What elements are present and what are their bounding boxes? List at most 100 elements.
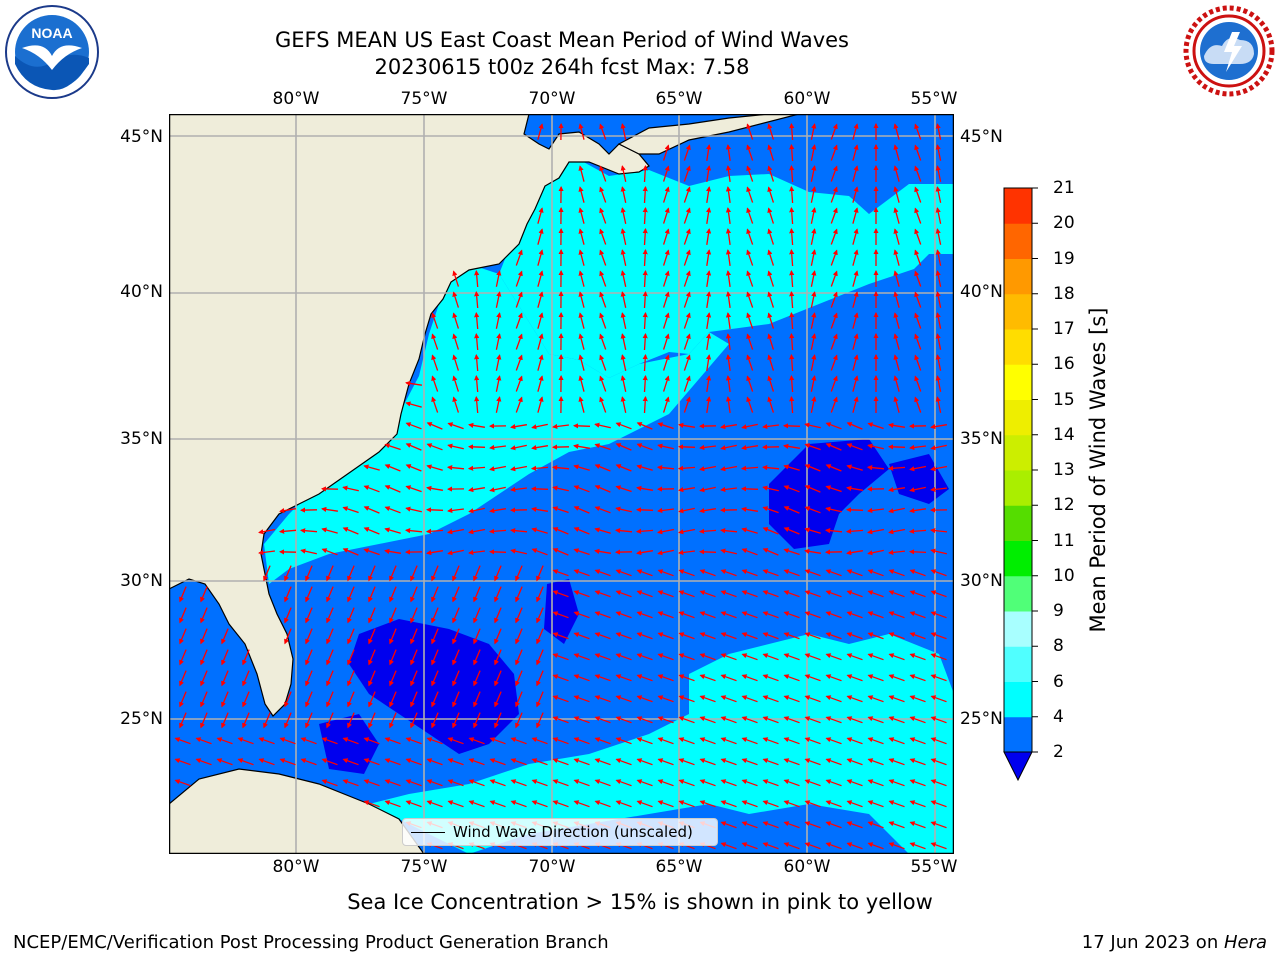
wind-wave-arrow — [657, 800, 674, 808]
wind-wave-arrow — [762, 653, 779, 661]
wind-wave-arrow — [706, 270, 712, 287]
wind-wave-arrow — [615, 569, 632, 577]
wind-wave-arrow — [893, 165, 900, 182]
lon-label-top-70w: 70°W — [528, 89, 576, 109]
wind-wave-arrow — [578, 354, 585, 371]
wind-wave-arrow — [578, 165, 585, 182]
wind-wave-arrow — [888, 716, 905, 724]
lon-label-top-75w: 75°W — [400, 89, 448, 109]
wind-wave-arrow — [495, 354, 502, 371]
colorbar-tick-label: 13 — [1053, 460, 1075, 480]
wind-wave-arrow — [935, 312, 942, 329]
wind-wave-arrow — [599, 207, 607, 224]
wind-wave-arrow — [300, 737, 317, 745]
wind-wave-arrow — [683, 333, 691, 350]
colorbar-segment — [1004, 223, 1032, 259]
wind-wave-arrow — [473, 565, 481, 582]
wind-wave-arrow — [573, 716, 590, 724]
wind-wave-arrow — [867, 674, 884, 682]
wind-wave-arrow — [494, 586, 502, 603]
wind-wave-arrow — [782, 423, 801, 429]
wind-wave-arrow — [410, 649, 418, 666]
wind-wave-arrow — [741, 716, 758, 724]
wind-wave-arrow — [846, 485, 864, 491]
wind-wave-arrow — [237, 758, 254, 766]
wind-wave-arrow — [237, 737, 254, 745]
wind-wave-arrow — [531, 800, 548, 808]
wind-wave-arrow — [620, 375, 627, 392]
wind-wave-arrow — [552, 779, 569, 787]
lon-label-top-80w: 80°W — [272, 89, 320, 109]
wind-wave-arrow — [725, 165, 732, 182]
wind-wave-arrow — [746, 291, 754, 308]
wind-wave-arrow — [935, 354, 942, 371]
wind-wave-arrow — [447, 549, 464, 556]
wind-wave-arrow — [537, 291, 544, 308]
lat-label-right-35n: 35°N — [960, 429, 1003, 449]
wind-wave-arrow — [767, 375, 775, 392]
wind-wave-arrow — [384, 485, 401, 493]
wind-wave-arrow — [615, 758, 632, 766]
lon-label-top-55w: 55°W — [910, 89, 958, 109]
wind-wave-arrow — [473, 649, 481, 666]
wind-wave-arrow — [531, 506, 549, 512]
wind-wave-arrow — [683, 249, 691, 266]
wind-wave-arrow — [636, 422, 653, 430]
wind-wave-arrow — [573, 674, 590, 682]
wind-wave-arrow — [888, 549, 905, 556]
wind-wave-arrow — [845, 507, 864, 513]
wind-wave-arrow — [384, 464, 401, 472]
wind-wave-arrow — [594, 737, 611, 745]
wind-wave-arrow — [657, 590, 674, 598]
wind-wave-arrow — [846, 590, 863, 598]
wind-wave-arrow — [531, 758, 548, 766]
wind-wave-arrow — [389, 670, 397, 687]
wind-wave-arrow — [804, 779, 821, 787]
wind-wave-arrow — [657, 695, 674, 703]
wind-wave-arrow — [657, 674, 674, 682]
colorbar-canvas — [1003, 187, 1038, 782]
wind-wave-arrow — [515, 291, 523, 308]
wind-wave-arrow — [410, 586, 418, 603]
wind-wave-arrow — [804, 485, 821, 493]
wind-wave-arrow — [578, 333, 585, 350]
wind-wave-arrow — [657, 569, 674, 577]
wind-wave-arrow — [888, 632, 905, 640]
wind-wave-arrow — [510, 779, 527, 787]
wind-wave-arrow — [552, 758, 569, 766]
wind-wave-arrow — [468, 758, 485, 766]
wind-wave-arrow — [410, 607, 418, 624]
wind-wave-arrow — [495, 396, 502, 413]
wind-wave-arrow — [930, 716, 947, 724]
wind-wave-arrow — [305, 586, 313, 603]
wind-wave-arrow — [706, 333, 712, 350]
wind-wave-arrow — [431, 670, 439, 687]
wind-wave-arrow — [762, 632, 779, 640]
wind-wave-arrow — [552, 695, 569, 703]
wind-wave-arrow — [447, 737, 464, 745]
wind-wave-arrow — [810, 312, 817, 329]
wind-wave-arrow — [510, 486, 527, 493]
wind-wave-arrow — [537, 270, 544, 287]
wind-wave-arrow — [305, 712, 313, 729]
wind-wave-arrow — [536, 691, 544, 708]
wind-wave-arrow — [867, 653, 884, 661]
wind-wave-arrow — [515, 249, 523, 266]
wind-wave-arrow — [699, 653, 716, 661]
wind-wave-arrow — [174, 758, 191, 766]
wind-wave-arrow — [683, 291, 691, 308]
wind-wave-arrow — [537, 333, 544, 350]
wind-wave-arrow — [389, 565, 397, 582]
wind-wave-arrow — [636, 695, 653, 703]
wind-wave-arrow — [467, 444, 486, 450]
wind-wave-arrow — [706, 165, 712, 182]
wind-wave-arrow — [893, 312, 900, 329]
chart-subtitle: 20230615 t00z 264h fcst Max: 7.58 — [374, 55, 750, 79]
wind-wave-arrow — [825, 842, 842, 850]
wind-wave-arrow — [425, 528, 444, 534]
wind-wave-arrow — [620, 207, 627, 224]
wind-wave-arrow — [594, 758, 611, 766]
wind-wave-arrow — [698, 528, 717, 534]
wind-wave-arrow — [783, 800, 800, 808]
wind-wave-arrow — [914, 375, 922, 392]
